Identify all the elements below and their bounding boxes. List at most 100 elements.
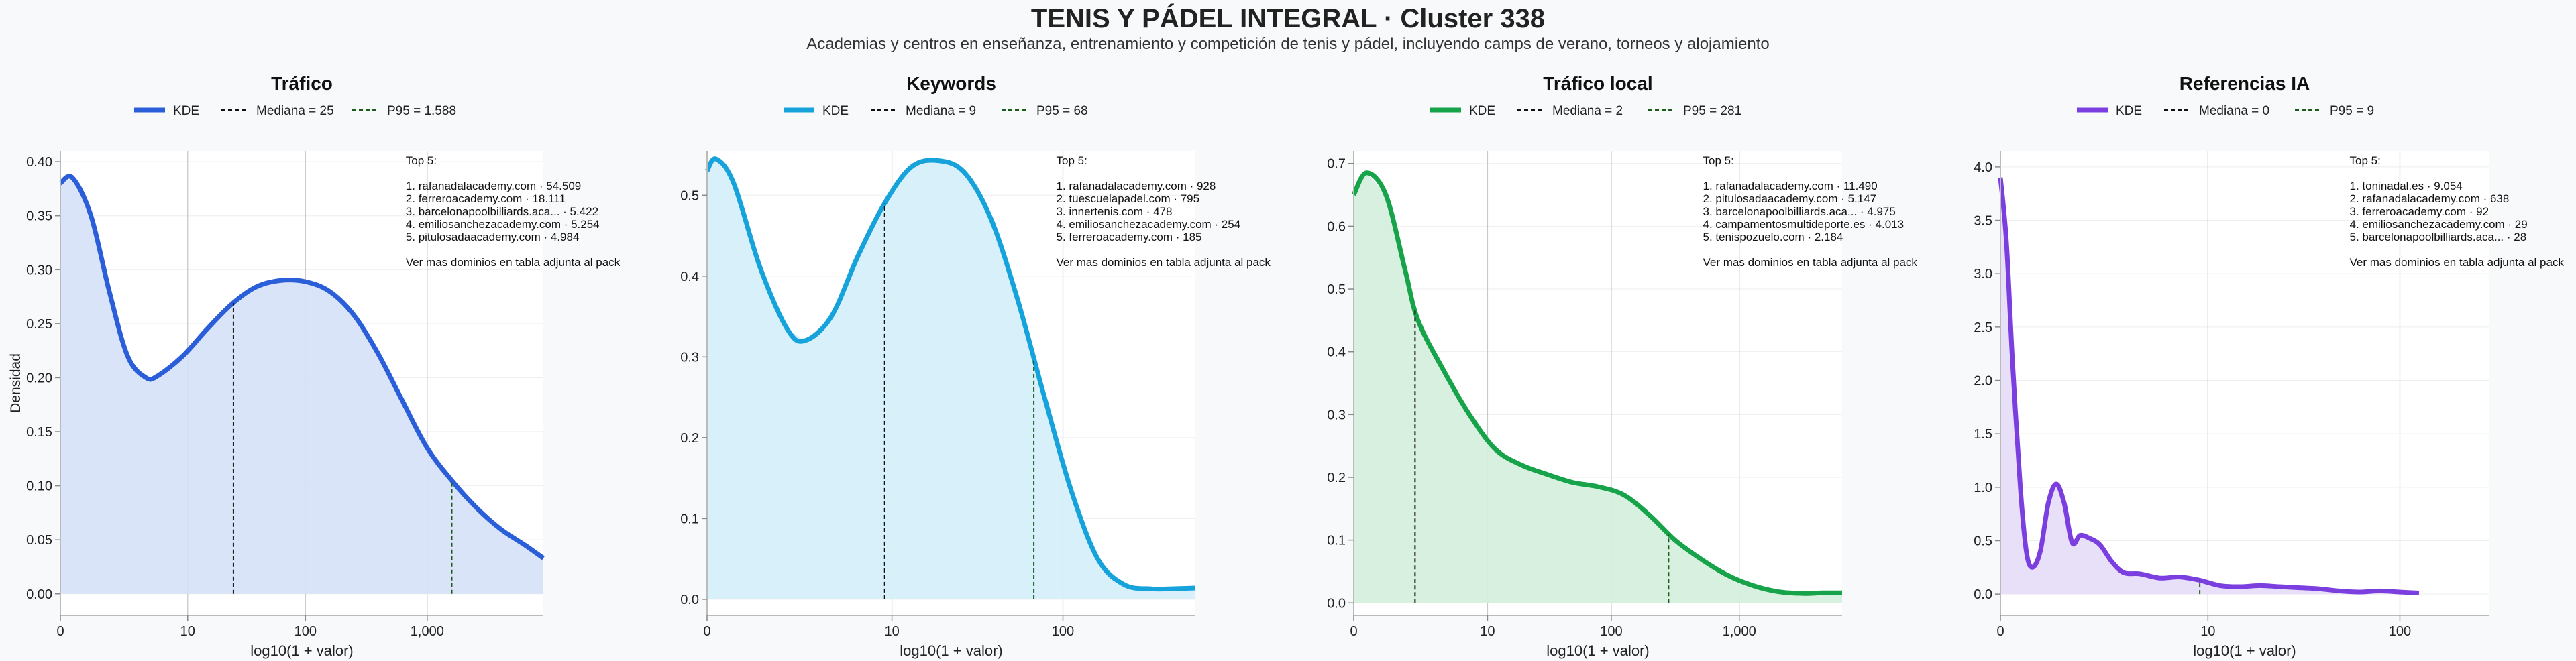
y-tick-label: 2.5 bbox=[1974, 320, 1992, 335]
kde-area bbox=[60, 178, 543, 594]
x-axis-label: log10(1 + valor) bbox=[900, 642, 1002, 659]
top5-item: 1. rafanadalacademy.com · 928 bbox=[1057, 180, 1216, 192]
y-tick-label: 0.4 bbox=[1327, 345, 1346, 360]
chart-panel-1: 0.00 0.05 0.10 0.15 0.20 0.25 0.30 0.35 0.40 0 10 1… bbox=[26, 73, 621, 659]
legend-kde-label: KDE bbox=[2116, 104, 2142, 118]
y-tick-label: 3.0 bbox=[1974, 267, 1992, 282]
top5-heading: Top 5: bbox=[1703, 154, 1734, 167]
panel-title: Keywords bbox=[906, 73, 996, 94]
legend-p95-label: P95 = 281 bbox=[1683, 104, 1741, 118]
y-tick-label: 0.1 bbox=[680, 512, 699, 526]
top5-heading: Top 5: bbox=[2350, 154, 2381, 167]
legend-median-label: Mediana = 0 bbox=[2199, 104, 2269, 118]
top5-note: Ver mas dominios en tabla adjunta al pac… bbox=[2350, 256, 2565, 269]
top5-heading: Top 5: bbox=[406, 154, 437, 167]
top5-note: Ver mas dominios en tabla adjunta al pac… bbox=[1703, 256, 1918, 269]
top5-item: 4. emiliosanchezacademy.com · 5.254 bbox=[406, 218, 600, 231]
y-tick-label: 3.5 bbox=[1974, 214, 1992, 229]
x-tick-label: 1,000 bbox=[411, 624, 444, 639]
top5-note: Ver mas dominios en tabla adjunta al pac… bbox=[406, 256, 621, 269]
chart-panel-3: 0.0 0.1 0.2 0.3 0.4 0.5 0.6 0.7 0 10 100 1,000 log10… bbox=[1327, 73, 1917, 659]
top5-note: Ver mas dominios en tabla adjunta al pac… bbox=[1057, 256, 1271, 269]
kde-line bbox=[58, 174, 545, 560]
legend-median-label: Mediana = 25 bbox=[256, 104, 334, 118]
kde-area bbox=[1354, 172, 1842, 603]
legend-p95-label: P95 = 1.588 bbox=[387, 104, 456, 118]
kde-line bbox=[1998, 177, 2420, 595]
top5-item: 4. emiliosanchezacademy.com · 29 bbox=[2350, 218, 2528, 231]
panel-title: Tráfico bbox=[271, 73, 333, 94]
y-tick-label: 0.15 bbox=[26, 425, 52, 440]
y-tick-label: 0.5 bbox=[1974, 534, 1992, 548]
kde-area bbox=[707, 159, 1195, 599]
y-tick-label: 0.40 bbox=[26, 155, 52, 170]
top5-item: 1. toninadal.es · 9.054 bbox=[2350, 180, 2463, 192]
panel-title: Referencias IA bbox=[2180, 73, 2310, 94]
kde-line bbox=[704, 156, 1196, 592]
top5-heading: Top 5: bbox=[1057, 154, 1087, 167]
legend-p95-label: P95 = 9 bbox=[2330, 104, 2374, 118]
y-tick-label: 0.20 bbox=[26, 371, 52, 385]
y-tick-label: 0.5 bbox=[680, 188, 699, 203]
x-axis-label: log10(1 + valor) bbox=[2193, 642, 2296, 659]
top5-item: 5. pitulosadaacademy.com · 4.984 bbox=[406, 231, 580, 243]
x-tick-label: 0 bbox=[1350, 624, 1357, 639]
chart-panel-2: 0.0 0.1 0.2 0.3 0.4 0.5 0 10 100 log10(1 + valor)… bbox=[680, 73, 1271, 659]
top5-item: 2. ferreroacademy.com · 18.111 bbox=[406, 192, 566, 205]
top5-item: 2. tuescuelapadel.com · 795 bbox=[1057, 192, 1200, 205]
x-tick-label: 10 bbox=[180, 624, 195, 639]
top5-item: 4. emiliosanchezacademy.com · 254 bbox=[1057, 218, 1241, 231]
y-tick-label: 0.2 bbox=[680, 431, 699, 446]
page-title: TENIS Y PÁDEL INTEGRAL · Cluster 338 bbox=[1030, 4, 1546, 34]
y-tick-label: 0.30 bbox=[26, 263, 52, 278]
top5-item: 4. campamentosmultideporte.es · 4.013 bbox=[1703, 218, 1904, 231]
x-axis-label: log10(1 + valor) bbox=[1546, 642, 1649, 659]
y-tick-label: 2.0 bbox=[1974, 374, 1992, 389]
y-tick-label: 0.0 bbox=[680, 593, 699, 607]
y-tick-label: 4.0 bbox=[1974, 160, 1992, 175]
y-tick-label: 0.0 bbox=[1327, 596, 1346, 611]
top5-item: 3. barcelonapoolbilliards.aca... · 5.422 bbox=[406, 205, 598, 218]
legend-p95-label: P95 = 68 bbox=[1036, 104, 1088, 118]
top5-item: 3. innertenis.com · 478 bbox=[1057, 205, 1173, 218]
top5-item: 5. tenispozuelo.com · 2.184 bbox=[1703, 231, 1843, 243]
y-tick-label: 1.5 bbox=[1974, 427, 1992, 442]
y-axis-label: Densidad bbox=[8, 353, 23, 413]
x-tick-label: 10 bbox=[2200, 624, 2215, 639]
x-tick-label: 100 bbox=[1600, 624, 1622, 639]
legend-kde-label: KDE bbox=[1469, 104, 1495, 118]
x-tick-label: 0 bbox=[56, 624, 64, 639]
y-tick-label: 1.0 bbox=[1974, 481, 1992, 495]
y-tick-label: 0.3 bbox=[1327, 408, 1346, 422]
x-tick-label: 0 bbox=[703, 624, 710, 639]
x-tick-label: 10 bbox=[884, 624, 899, 639]
top5-item: 1. rafanadalacademy.com · 11.490 bbox=[1703, 180, 1878, 192]
y-tick-label: 0.00 bbox=[26, 587, 52, 602]
y-tick-label: 0.6 bbox=[1327, 219, 1346, 234]
y-tick-label: 0.10 bbox=[26, 479, 52, 494]
kde-line bbox=[1351, 170, 1843, 596]
legend-median-label: Mediana = 9 bbox=[906, 104, 976, 118]
top5-item: 2. pitulosadaacademy.com · 5.147 bbox=[1703, 192, 1877, 205]
top5-item: 5. barcelonapoolbilliards.aca... · 28 bbox=[2350, 231, 2527, 243]
y-tick-label: 0.0 bbox=[1974, 587, 1992, 602]
panel-title: Tráfico local bbox=[1543, 73, 1652, 94]
x-tick-label: 1,000 bbox=[1723, 624, 1756, 639]
top5-item: 5. ferreroacademy.com · 185 bbox=[1057, 231, 1202, 243]
top5-item: 1. rafanadalacademy.com · 54.509 bbox=[406, 180, 581, 192]
x-tick-label: 100 bbox=[2389, 624, 2411, 639]
y-tick-label: 0.25 bbox=[26, 317, 52, 332]
y-tick-label: 0.5 bbox=[1327, 282, 1346, 297]
x-axis-label: log10(1 + valor) bbox=[250, 642, 353, 659]
y-tick-label: 0.35 bbox=[26, 209, 52, 224]
top5-item: 3. ferreroacademy.com · 92 bbox=[2350, 205, 2489, 218]
legend-kde-label: KDE bbox=[822, 104, 849, 118]
y-tick-label: 0.4 bbox=[680, 269, 699, 284]
legend-kde-label: KDE bbox=[173, 104, 199, 118]
x-tick-label: 100 bbox=[294, 624, 317, 639]
y-tick-label: 0.2 bbox=[1327, 471, 1346, 485]
y-tick-label: 0.1 bbox=[1327, 534, 1346, 548]
x-tick-label: 0 bbox=[1996, 624, 2004, 639]
y-tick-label: 0.05 bbox=[26, 533, 52, 548]
